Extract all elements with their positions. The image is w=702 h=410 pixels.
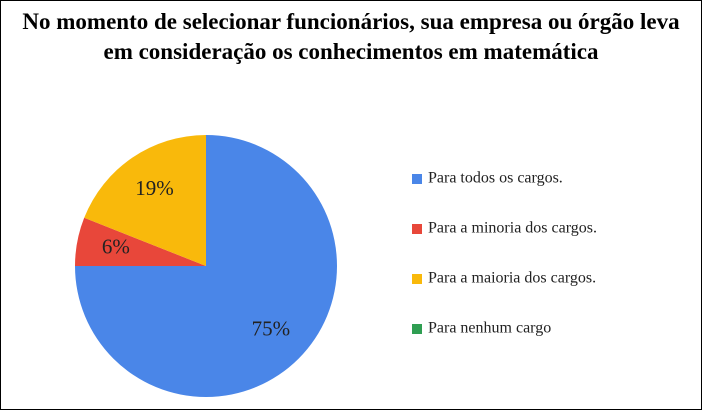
- data-label: 6%: [102, 235, 130, 259]
- legend-swatch: [412, 174, 422, 184]
- legend-swatch: [412, 274, 422, 284]
- legend-label: Para a maioria dos cargos.: [428, 270, 596, 287]
- data-label: 19%: [135, 176, 174, 200]
- legend-swatch: [412, 324, 422, 334]
- legend-label: Para a minoria dos cargos.: [428, 220, 597, 237]
- legend-label: Para nenhum cargo: [428, 320, 551, 337]
- legend-label: Para todos os cargos.: [428, 170, 563, 187]
- legend-swatch: [412, 224, 422, 234]
- pie-slice: [84, 135, 206, 266]
- chart-title: No momento de selecionar funcionários, s…: [22, 9, 680, 64]
- data-label: 75%: [252, 317, 291, 341]
- pie-slice: [75, 217, 206, 266]
